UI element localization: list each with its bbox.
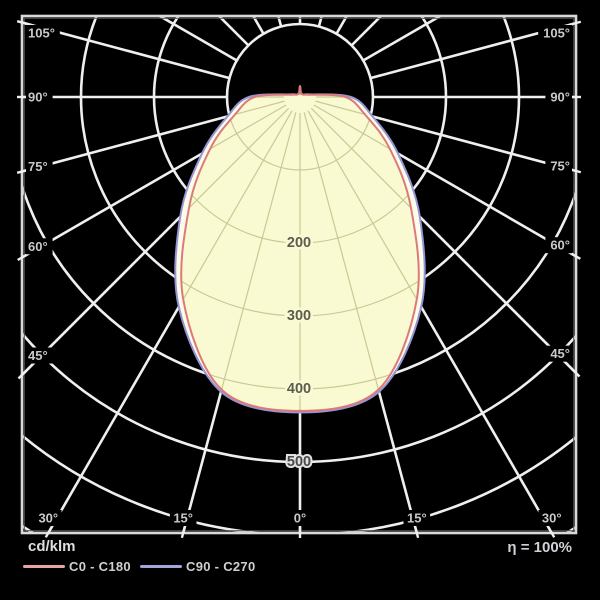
angle-label: 30° [38,511,58,526]
ring-value-label: 500 [287,454,311,470]
legend-item-c0-c180: C0 - C180 [23,558,131,574]
ring-value-label: 300 [287,308,311,324]
legend-swatch-c0-c180 [23,564,65,568]
angle-label: 60° [550,238,570,253]
angle-label: 90° [550,90,570,105]
angle-labels: 105° 105° 90° 90° 75° 75° 60° 60° 45° 45° 30° 30° 15… [26,25,572,526]
angle-label: 105° [28,26,55,41]
ring-value-labels: 200 300 400 500 [284,233,313,473]
angle-label: 105° [543,26,570,41]
angle-label: 0° [294,511,306,526]
curve-legend: C0 - C180 C90 - C270 [0,558,600,576]
angle-label: 30° [542,511,562,526]
ring-value-label: 400 [287,381,311,397]
legend-item-c90-c270: C90 - C270 [140,558,255,574]
angle-label: 75° [550,158,570,173]
angle-label: 90° [28,90,48,105]
efficiency-label: η = 100% [507,539,572,556]
angle-label: 15° [173,511,193,526]
unit-label: cd/klm [28,538,76,555]
angle-label: 45° [550,346,570,361]
legend-label-c90-c270: C90 - C270 [186,558,256,574]
ring-value-label: 200 [287,235,311,251]
legend-swatch-c90-c270 [140,564,182,568]
angle-label: 75° [28,159,48,174]
angle-label: 45° [28,348,48,363]
legend-label-c0-c180: C0 - C180 [69,558,131,574]
angle-label: 15° [407,511,427,526]
curve-c0-c180 [180,84,420,412]
angle-label: 60° [28,239,48,254]
